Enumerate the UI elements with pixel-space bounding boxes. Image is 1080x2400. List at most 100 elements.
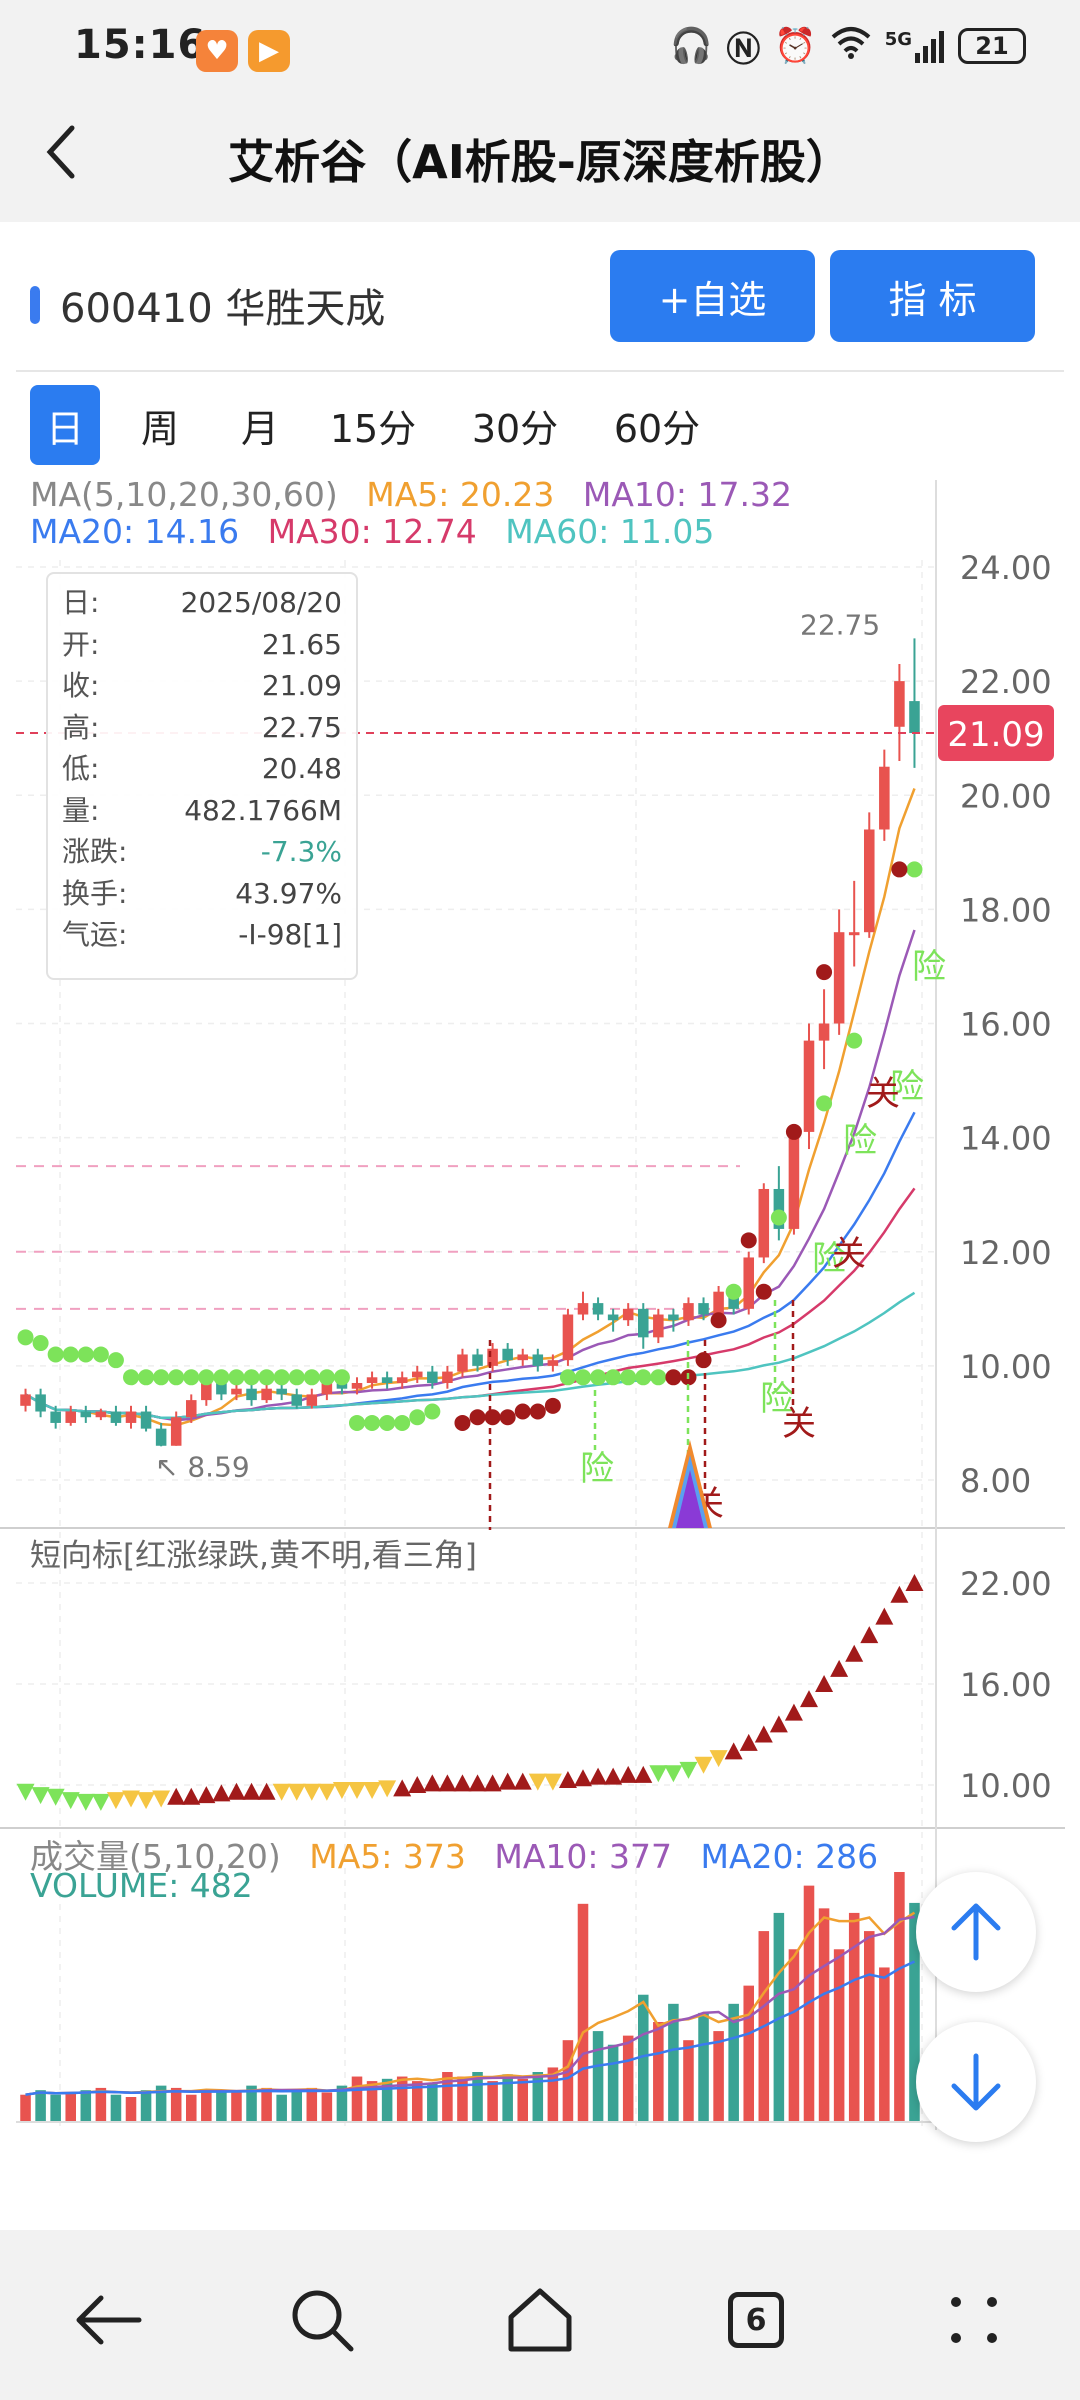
volume-bar <box>848 1912 860 2122</box>
scroll-down-button[interactable] <box>916 2022 1036 2142</box>
candle-body <box>336 1382 348 1389</box>
info-row: 量: 482.1766M <box>62 790 342 832</box>
volume-bar <box>201 2090 212 2122</box>
volume-bar <box>291 2090 303 2122</box>
back-button[interactable] <box>40 122 80 192</box>
info-row: 涨跌: -7.3% <box>62 831 342 873</box>
volume-bar <box>50 2094 61 2122</box>
short-signal-triangle <box>739 1733 758 1751</box>
info-value: 2025/08/20 <box>180 586 342 619</box>
candle-body <box>653 1314 664 1338</box>
green-dot <box>47 1346 64 1363</box>
green-dot <box>635 1369 652 1386</box>
green-dot <box>906 861 923 878</box>
candle-body <box>442 1371 453 1383</box>
short-signal-triangle <box>498 1772 517 1790</box>
volume-bar <box>863 1931 875 2122</box>
signal-label: 险 <box>843 1121 877 1161</box>
battery-icon: 21 <box>958 28 1026 64</box>
short-signal-triangle <box>227 1782 246 1800</box>
candle-body <box>291 1394 303 1406</box>
short-signal-triangle <box>724 1742 743 1760</box>
indicator-button[interactable]: 指 标 <box>830 250 1035 342</box>
green-dot <box>273 1369 290 1386</box>
tab-3[interactable]: 15分 <box>329 406 417 451</box>
stock-chart[interactable]: 24.00 22.00 20.00 18.00 16.00 14.00 12.00 10.00… <box>0 470 1080 2140</box>
candle-body <box>833 932 845 1024</box>
volume-bar <box>411 2081 423 2122</box>
volume-bar <box>276 2094 287 2122</box>
wifi-icon <box>831 25 871 68</box>
candle-body <box>562 1314 574 1361</box>
nav-menu-button[interactable] <box>924 2270 1024 2370</box>
nav-search-button[interactable] <box>272 2270 372 2370</box>
scroll-up-button[interactable] <box>916 1872 1036 1992</box>
short-signal-triangle <box>815 1675 834 1692</box>
short-signal-triangle <box>709 1750 728 1768</box>
candle-body <box>411 1371 423 1378</box>
info-value: -Ⅰ-98[1] <box>238 918 342 951</box>
nav-tabs-button[interactable]: 6 <box>706 2270 806 2370</box>
short-signal-triangle <box>513 1772 532 1790</box>
volume-bar <box>532 2072 544 2122</box>
short-signal-triangle <box>423 1774 442 1792</box>
red-dot <box>695 1352 712 1369</box>
tab-4[interactable]: 30分 <box>471 406 559 451</box>
volume-bar <box>110 2094 122 2122</box>
candle-body <box>427 1371 438 1383</box>
info-value: 21.65 <box>261 627 342 661</box>
short-signal-triangle <box>393 1779 412 1797</box>
tab-5[interactable]: 60分 <box>613 406 701 451</box>
short-signal-triangle <box>287 1783 306 1801</box>
volume-bar <box>80 2090 92 2122</box>
short-signal-triangle <box>784 1703 803 1721</box>
stock-marker <box>30 286 40 324</box>
short-signal-triangle <box>332 1782 351 1800</box>
candle-body <box>231 1388 242 1395</box>
info-value: 20.48 <box>261 752 342 785</box>
info-key: 换手: <box>62 876 128 910</box>
add-watchlist-button[interactable]: +自选 <box>610 250 815 342</box>
volume-bar <box>396 2076 408 2122</box>
divider <box>16 370 1064 372</box>
green-dot <box>333 1369 350 1386</box>
ma-legend-2: MA20: 14.16 MA30: 12.74 MA60: 11.05 <box>30 512 714 551</box>
info-value: 482.1766M <box>184 793 342 827</box>
candle-body <box>472 1354 483 1366</box>
volume-bar <box>879 1967 890 2122</box>
short-signal-triangle <box>468 1774 487 1792</box>
nav-back-button[interactable] <box>58 2270 158 2370</box>
candle-body <box>321 1382 333 1395</box>
candle-body <box>622 1308 634 1321</box>
red-dot <box>665 1369 682 1386</box>
green-dot <box>409 1409 426 1426</box>
volume-bar <box>894 1872 905 2122</box>
short-signal-triangle <box>317 1783 336 1801</box>
y-tick-label: 16.00 <box>960 1006 1052 1044</box>
title-bar: 艾析谷（AI析股-原深度析股） <box>0 92 1080 222</box>
short-signal-triangle <box>438 1774 457 1792</box>
y-tick-label: 8.00 <box>960 1462 1031 1500</box>
tab-2[interactable]: 月 <box>240 406 279 451</box>
green-dot <box>17 1329 34 1346</box>
green-dot <box>198 1369 215 1386</box>
short-signal-triangle <box>137 1792 156 1810</box>
short-signal-triangle <box>197 1786 216 1804</box>
ma5-label: MA5: 20.23 <box>366 475 555 514</box>
volume-legend-title: 成交量(5,10,20) <box>30 1837 281 1876</box>
candle-body <box>246 1388 257 1401</box>
nav-home-button[interactable] <box>490 2270 590 2370</box>
candle-body <box>532 1354 544 1366</box>
volume-bar <box>442 2072 453 2122</box>
volume-bar <box>457 2076 468 2122</box>
candle-body <box>35 1394 46 1412</box>
candle-body <box>547 1360 559 1366</box>
tab-1[interactable]: 周 <box>140 406 179 451</box>
info-key: 低: <box>62 752 100 785</box>
signal-label: 险 <box>580 1449 614 1489</box>
volume-bar <box>487 2081 498 2122</box>
tab-0[interactable]: 日 <box>30 385 100 465</box>
short-signal-triangle <box>604 1767 623 1785</box>
short-signal-triangle <box>483 1774 502 1792</box>
volume-legend: 成交量(5,10,20) MA5: 373 MA10: 377 MA20: 28… <box>30 1830 878 1878</box>
